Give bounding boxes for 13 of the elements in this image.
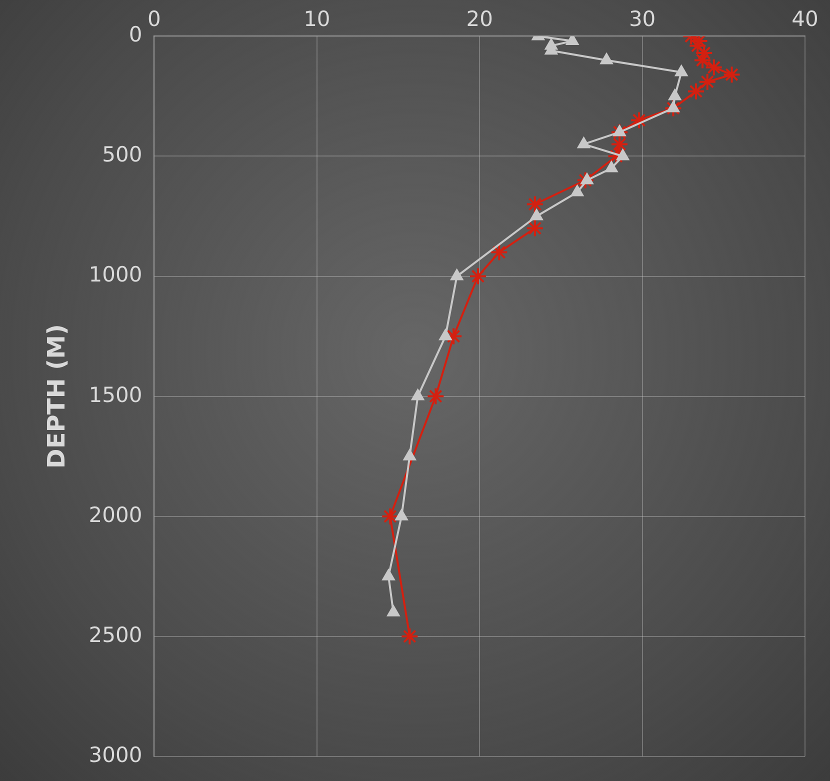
y-tick-label: 3000 (88, 742, 142, 767)
y-tick-label: 2500 (88, 622, 142, 647)
x-tick-label: 40 (792, 7, 818, 32)
y-tick-label: 0 (128, 22, 142, 47)
x-tick-label: 10 (304, 7, 330, 32)
y-tick-label: 1500 (88, 382, 142, 407)
x-tick-label: 30 (628, 7, 656, 32)
y-tick-label: 500 (102, 142, 142, 167)
x-tick-label: 20 (466, 7, 493, 32)
x-tick-label: 0 (148, 7, 161, 32)
y-tick-label: 1000 (88, 262, 142, 287)
y-tick-label: 2000 (88, 502, 142, 527)
y-axis-title: DEPTH (M) (42, 324, 71, 469)
